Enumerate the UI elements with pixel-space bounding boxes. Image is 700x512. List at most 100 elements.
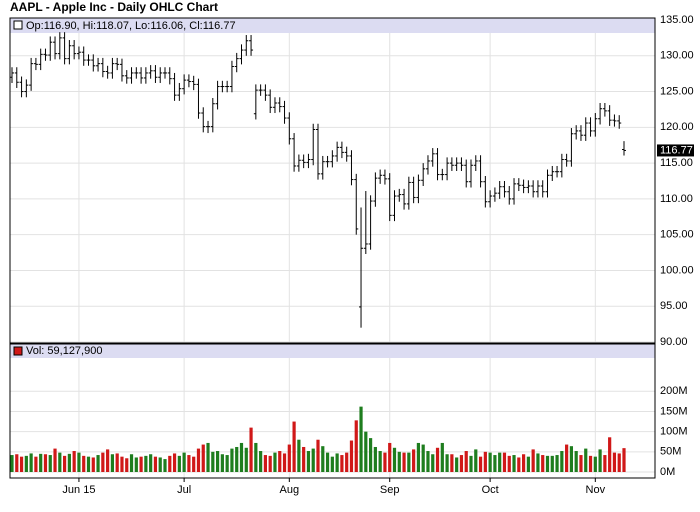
volume-bar [278, 451, 282, 472]
volume-frame [9, 343, 656, 479]
volume-bar [235, 446, 239, 472]
volume-bar [493, 455, 497, 472]
volume-bar [249, 427, 253, 472]
volume-bar [220, 454, 224, 472]
volume-bar [254, 442, 258, 472]
volume-bar [196, 448, 201, 472]
volume-bar [125, 458, 129, 472]
volume-bar [588, 455, 593, 472]
volume-bar [598, 449, 602, 472]
volume-bar [545, 455, 550, 472]
volume-bar [292, 421, 296, 472]
legend-icon [13, 20, 23, 30]
volume-bar [450, 454, 454, 472]
y-tick-label: 105.00 [660, 229, 694, 241]
volume-bar [378, 451, 382, 472]
volume-bar [39, 453, 43, 472]
legend-icon [13, 346, 23, 356]
y-tick-label: 100.00 [660, 264, 694, 276]
volume-bar [244, 447, 248, 472]
volume-bar [163, 459, 167, 472]
y-tick-label: 150M [660, 405, 688, 417]
price-frame [9, 17, 656, 344]
volume-bar [612, 452, 617, 472]
volume-bar [239, 442, 244, 472]
volume-bar [478, 456, 483, 472]
volume-bar [144, 455, 148, 472]
volume-bar [407, 452, 411, 472]
volume-bar [110, 454, 115, 472]
volume-bar [541, 455, 545, 472]
volume-bar [321, 446, 325, 472]
volume-bar [364, 431, 368, 472]
x-tick-label: Jun 15 [62, 484, 95, 496]
volume-bar [354, 420, 358, 472]
volume-bar [445, 454, 449, 472]
volume-bar [521, 454, 526, 472]
volume-bar [565, 444, 569, 472]
volume-bar [149, 454, 153, 472]
volume-bar [306, 451, 311, 472]
volume-bar [158, 457, 162, 472]
volume-bar [383, 452, 387, 472]
volume-bar [58, 452, 62, 472]
x-tick-label: Jul [177, 484, 191, 496]
volume-bar [287, 444, 291, 472]
volume-bar [10, 455, 14, 472]
volume-bar [474, 449, 478, 472]
volume-bar [392, 447, 397, 472]
volume-bar [517, 457, 521, 472]
y-tick-label: 125.00 [660, 85, 694, 97]
volume-bar [579, 455, 583, 472]
volume-bar [139, 456, 143, 472]
volume-bar [86, 456, 91, 472]
volume-bar [82, 455, 86, 472]
volume-bar [282, 453, 287, 472]
volume-bar [91, 457, 95, 472]
y-tick-label: 115.00 [660, 157, 693, 169]
volume-bar [622, 448, 626, 472]
volume-bar [96, 455, 100, 472]
y-tick-label: 135.00 [660, 14, 694, 26]
volume-bar [153, 456, 158, 472]
volume-bar [206, 442, 210, 472]
volume-bar [297, 439, 301, 472]
volume-bar [488, 452, 492, 472]
volume-bar [368, 438, 373, 472]
volume-bar [388, 442, 392, 472]
volume-bar [177, 455, 181, 472]
volume-bar [593, 456, 597, 472]
volume-bar [43, 454, 48, 472]
volume-bar [536, 453, 540, 472]
volume-bar [421, 444, 425, 472]
volume-bar [431, 454, 435, 472]
volume-bar [512, 455, 516, 472]
y-tick-label: 90.00 [660, 336, 688, 348]
volume-bar [48, 455, 52, 472]
volume-bar [62, 455, 67, 472]
volume-bar [498, 452, 502, 472]
volume-bar [129, 454, 134, 472]
x-tick-label: Aug [280, 484, 300, 496]
volume-bar [168, 455, 172, 472]
volume-bar [340, 455, 344, 472]
volume-bar [34, 456, 38, 472]
x-tick-label: Oct [482, 484, 499, 496]
volume-bar [440, 442, 444, 472]
volume-bar [397, 451, 401, 472]
volume-bar [182, 452, 186, 472]
volume-bar [569, 446, 574, 472]
price-header [10, 18, 655, 33]
volume-bar [349, 440, 354, 472]
volume-bar [373, 446, 377, 472]
volume-bar [120, 456, 124, 472]
volume-bar [101, 452, 105, 472]
volume-bar [617, 453, 621, 472]
volume-bar [325, 452, 330, 472]
volume-bar [24, 455, 28, 472]
last-price-label: 116.77 [660, 144, 693, 156]
volume-bar [455, 457, 459, 472]
volume-bar [273, 452, 277, 472]
marks [10, 32, 626, 472]
volume-bar [435, 447, 440, 472]
